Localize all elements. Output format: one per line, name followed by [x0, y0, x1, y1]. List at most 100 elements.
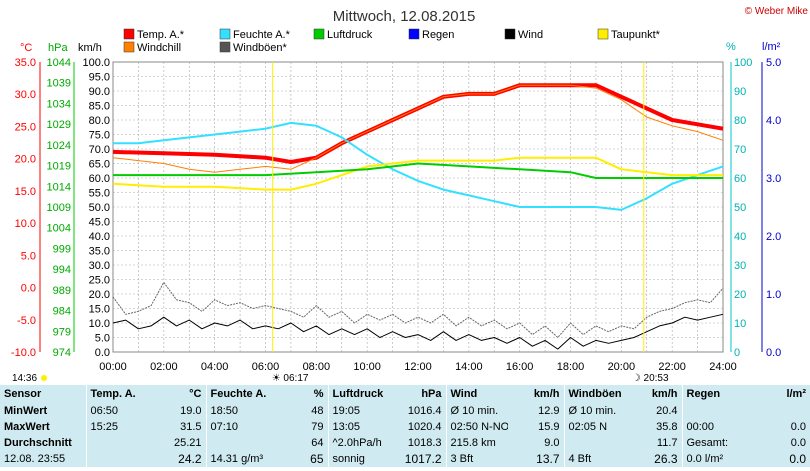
legend-swatch: [219, 28, 231, 40]
stats-cell: 3 Bft: [445, 451, 508, 467]
copyright-text: © Weber Mike: [745, 6, 809, 17]
pressure-tick-label: 1019: [47, 161, 71, 173]
wind-tick-label: 75.0: [89, 130, 110, 142]
wind-tick-label: 100.0: [82, 57, 110, 69]
stats-header-cell: Sensor: [4, 388, 42, 400]
stats-header-cell: Temp. A.: [85, 385, 150, 403]
stats-cell: 0.0: [790, 421, 806, 433]
temp-tick-label: 30.0: [15, 89, 36, 101]
wind-tick-label: 65.0: [89, 159, 110, 171]
wind-tick-label: 60.0: [89, 173, 110, 185]
pressure-tick-label: 984: [53, 306, 71, 318]
stats-cell: 12.9: [538, 405, 560, 417]
legend-label: Windchill: [137, 42, 181, 54]
unit-kmh-label: km/h: [78, 42, 102, 54]
wind-tick-label: 15.0: [89, 304, 110, 316]
humidity-tick-label: 30: [734, 260, 746, 272]
pressure-tick-label: 994: [53, 264, 71, 276]
stats-cell: Gesamt:: [681, 435, 744, 451]
stats-header-cell: km/h: [651, 388, 678, 400]
weather-chart: Mittwoch, 12.08.2015 © Weber Mike °C hPa…: [10, 6, 809, 384]
stats-row: 12.08. 23:55 24.2 14.31 g/m³ 65 sonnig 1017.2…: [0, 451, 810, 467]
x-tick-label: 02:00: [150, 361, 178, 373]
humidity-tick-label: 80: [734, 115, 746, 127]
rain-tick-label: 1.0: [766, 289, 781, 301]
stats-header-cell: %: [313, 388, 324, 400]
pressure-tick-label: 1039: [47, 78, 71, 90]
pressure-tick-label: 999: [53, 243, 71, 255]
stats-cell: 0.0: [789, 452, 806, 466]
stats-cell: 19.0: [180, 405, 202, 417]
stats-cell: 4 Bft: [563, 451, 626, 467]
stats-cell: MaxWert: [4, 421, 50, 433]
legend-label: Temp. A.*: [137, 29, 185, 41]
stats-header-cell: Wind: [445, 385, 508, 403]
wind-tick-label: 85.0: [89, 101, 110, 113]
unit-lm2-label: l/m²: [762, 41, 781, 53]
stats-cell: 0.0: [790, 437, 806, 449]
wind-tick-label: 45.0: [89, 217, 110, 229]
unit-percent-label: %: [726, 41, 736, 53]
legend-swatch: [313, 28, 325, 40]
stats-cell: 79: [311, 421, 324, 433]
legend-label: Luftdruck: [327, 29, 373, 41]
humidity-tick-label: 100: [734, 57, 752, 69]
stats-cell: ^2.0hPa/h: [327, 435, 384, 451]
pressure-tick-label: 989: [53, 285, 71, 297]
stats-cell: 25.21: [173, 437, 202, 449]
temp-tick-label: -5.0: [17, 315, 36, 327]
stats-cell: 1017.2: [404, 452, 442, 466]
stats-header-cell: Luftdruck: [327, 385, 384, 403]
rain-tick-label: 0.0: [766, 347, 781, 359]
pressure-tick-label: 979: [53, 326, 71, 338]
wind-tick-label: 70.0: [89, 144, 110, 156]
stats-cell: 35.8: [656, 421, 678, 433]
stats-header-cell: km/h: [533, 388, 560, 400]
humidity-tick-label: 70: [734, 144, 746, 156]
pressure-tick-label: 1009: [47, 202, 71, 214]
stats-cell: [744, 403, 810, 419]
wind-tick-label: 35.0: [89, 246, 110, 258]
pressure-tick-label: 1029: [47, 119, 71, 131]
stats-row: Durchschnitt 25.21 64 ^2.0hPa/h 1018.3 215.8 …: [0, 435, 810, 451]
unit-hpa-label: hPa: [48, 42, 68, 54]
temp-tick-label: 35.0: [15, 57, 36, 69]
series-line: [113, 121, 724, 211]
stats-cell: 65: [310, 452, 324, 466]
stats-row: MinWert 06:50 19.0 18:50 48 19:05 1016.4 Ø 10 m…: [0, 403, 810, 419]
stats-cell: 0.0 l/m²: [681, 451, 744, 467]
legend-label: Windböen*: [233, 42, 288, 54]
x-tick-label: 04:00: [201, 361, 229, 373]
x-tick-label: 12:00: [404, 361, 432, 373]
legend-label: Wind: [518, 29, 543, 41]
humidity-tick-label: 40: [734, 231, 746, 243]
stats-cell: 14.31 g/m³: [205, 451, 272, 467]
stats-cell: 00:00: [681, 419, 744, 435]
stats-cell: 24.2: [178, 452, 202, 466]
wind-tick-label: 55.0: [89, 188, 110, 200]
stats-cell: 15.9: [538, 421, 560, 433]
stats-cell: 1020.4: [407, 421, 442, 433]
rain-tick-label: 4.0: [766, 115, 781, 127]
stats-cell: [85, 451, 150, 467]
pressure-tick-label: 1044: [47, 57, 71, 69]
x-tick-label: 18:00: [557, 361, 585, 373]
wind-tick-label: 10.0: [89, 318, 110, 330]
legend-label: Feuchte A.*: [233, 29, 291, 41]
stats-cell: 07:10: [205, 419, 272, 435]
rain-tick-label: 5.0: [766, 57, 781, 69]
temp-tick-label: 25.0: [15, 121, 36, 133]
stats-cell: 26.3: [654, 452, 678, 466]
humidity-tick-label: 20: [734, 289, 746, 301]
legend-swatch: [123, 28, 135, 40]
pressure-tick-label: 1014: [47, 181, 71, 193]
stats-cell: 1018.3: [407, 437, 442, 449]
humidity-tick-label: 60: [734, 173, 746, 185]
legend-swatch: [408, 28, 420, 40]
pressure-tick-label: 1024: [47, 140, 71, 152]
temp-tick-label: -10.0: [11, 347, 36, 359]
stats-cell: 19:05: [327, 403, 384, 419]
series-line: [112, 156, 723, 191]
chart-legend: Temp. A.* Feuchte A.* Luftdruck Regen Wind Ta…: [123, 28, 661, 54]
stats-cell: MinWert: [4, 405, 48, 417]
